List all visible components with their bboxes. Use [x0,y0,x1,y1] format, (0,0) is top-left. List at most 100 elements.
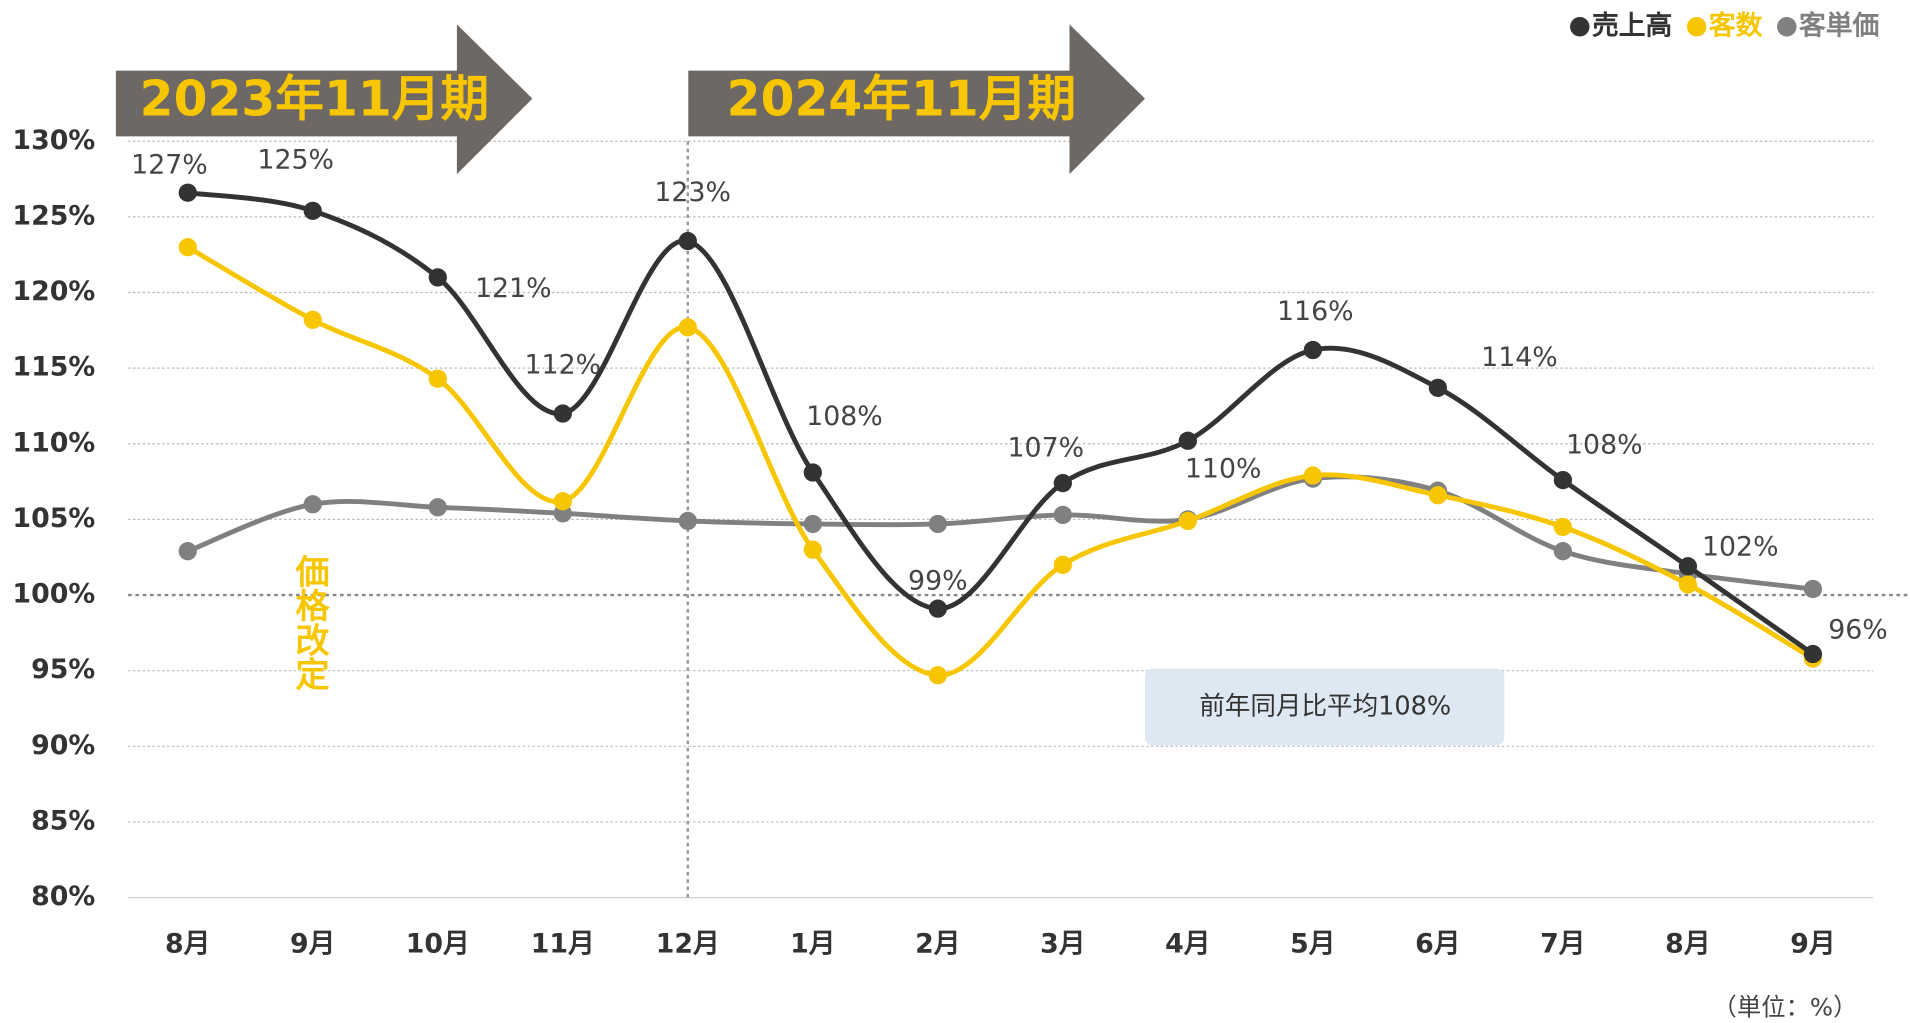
data-label: 96% [1828,614,1888,645]
point [928,666,947,685]
note: 前年同月比平均108% [1199,692,1451,722]
point [303,495,322,514]
x-tick-label: 7月 [1540,929,1585,960]
point [428,498,447,517]
data-label: 121% [475,273,552,304]
x-tick-label: 2月 [915,929,960,960]
data-label: 102% [1702,532,1779,563]
x-tick-label: 8月 [1665,929,1710,960]
y-tick-label: 130% [12,125,95,156]
period-banner: 2023年11月期 [115,24,533,175]
point [678,231,697,251]
legend-label: 客単価 [1799,9,1879,41]
data-label: 99% [908,565,968,596]
x-tick-label: 6月 [1415,929,1460,960]
point [1178,511,1197,531]
period-banner: 2024年11月期 [688,24,1145,175]
y-tick-label: 85% [31,805,95,836]
data-label: 110% [1185,453,1262,484]
period-label: 2024年11月期 [727,71,1076,127]
point [1678,557,1698,576]
point [178,183,197,202]
data-label: 114% [1481,342,1558,373]
arrow-shape [115,24,533,175]
x-tick-label: 5月 [1290,929,1335,960]
legend-marker [1777,17,1797,37]
x-tick-label: 3月 [1040,929,1085,960]
point [1428,378,1448,397]
x-tick-label: 4月 [1165,929,1210,960]
point [553,492,572,511]
x-tick-label: 9月 [1790,929,1835,960]
point [1053,505,1072,525]
y-tick-label: 80% [31,881,95,912]
x-tick-label: 11月 [531,929,595,960]
series [178,238,1823,685]
unit-label: （単位：%） [1713,992,1858,1021]
data-label: 107% [1008,433,1085,464]
x-tick-label: 1月 [790,929,835,960]
data-label: 116% [1277,296,1354,327]
line [186,245,1815,678]
line [187,190,1815,657]
point [303,310,322,329]
x-tick-label: 8月 [165,929,210,960]
point [928,599,947,618]
data-label: 108% [806,401,883,432]
point [1803,644,1823,664]
point [1553,470,1573,490]
point [1553,542,1573,561]
data-label: 125% [257,144,334,175]
grid: 80% 85% 90% 95% 100% 105% 110% 115% 120% 125% 130% [12,125,1910,912]
point [303,201,322,220]
point [1178,431,1197,450]
data-label: 108% [1566,429,1643,460]
data-label: 123% [654,177,731,208]
point [803,514,822,534]
point [1053,555,1072,574]
point [178,238,197,257]
data-label: 112% [525,350,602,381]
point [928,514,947,534]
point [678,318,697,337]
legend-label: 客数 [1709,9,1763,41]
y-tick-label: 115% [12,352,95,383]
y-tick-label: 100% [12,579,95,610]
y-tick-label: 110% [12,427,95,458]
legend-marker [1686,17,1707,37]
point [1303,340,1323,360]
note-box [1144,668,1505,746]
point [553,404,572,423]
y-tick-label: 95% [31,654,95,685]
point [1553,517,1573,537]
point [428,369,447,388]
series [178,469,1823,599]
point [1303,466,1323,485]
point [1678,575,1698,594]
point [803,463,822,482]
point [1428,486,1448,505]
point [428,268,447,287]
point [1803,579,1823,599]
legend-marker [1570,17,1590,37]
legend: 客単価 客数 売上高 [1570,9,1879,41]
x-tick-label: 12月 [656,929,720,960]
data-label: 127% [131,149,208,180]
y-tick-label: 90% [31,730,95,761]
point [803,540,822,559]
legend-label: 売上高 [1592,9,1672,41]
annotation: 価格改定 [289,554,331,690]
period-label: 2023年11月期 [140,71,489,127]
y-tick-label: 120% [12,276,95,307]
x-tick-label: 9月 [290,929,335,960]
point [1053,473,1072,493]
y-tick-label: 125% [12,200,95,231]
line [186,474,1814,592]
x-tick-label: 10月 [406,929,470,960]
point [678,511,697,531]
y-tick-label: 105% [12,503,95,534]
series [178,183,1823,664]
point [178,542,197,561]
